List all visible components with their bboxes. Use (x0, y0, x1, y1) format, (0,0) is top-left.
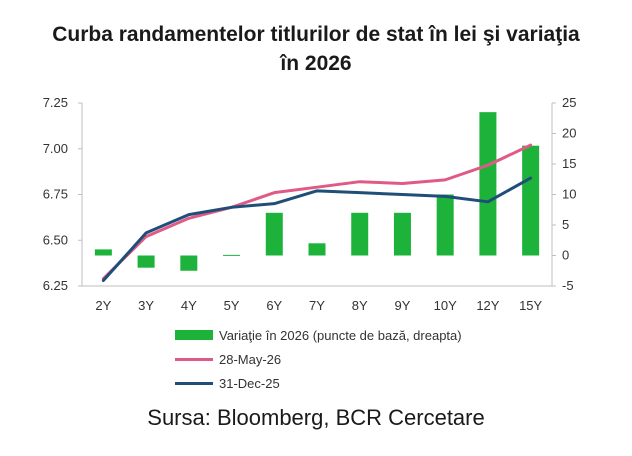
y-left-tick-label: 6.50 (43, 232, 68, 247)
legend-swatch-dec (175, 381, 213, 385)
bar-6Y (265, 212, 283, 256)
bar-series (94, 112, 540, 271)
x-tick-label: 2Y (95, 298, 111, 313)
line-31-dec-25 (101, 176, 533, 283)
x-tick-label: 4Y (181, 298, 197, 313)
tick-labels: 6.25 6.50 6.75 7.00 7.25 -5 0 5 10 15 20 25 2Y 3Y 4Y 5Y… (43, 95, 577, 313)
point-31-dec-25-15Y (529, 176, 532, 180)
x-tick-label: 6Y (266, 298, 282, 313)
point-28-may-26-10Y (443, 178, 447, 182)
point-28-may-26-8Y (358, 180, 361, 183)
point-31-dec-25-3Y (144, 231, 148, 235)
y-left-tick-label: 6.75 (43, 187, 68, 202)
x-tick-label: 10Y (434, 298, 457, 313)
legend-swatch-may (175, 357, 213, 361)
point-31-dec-25-7Y (315, 189, 319, 193)
y-right-tick-label: 0 (562, 248, 569, 263)
chart-title-line-1: Curba randamentelor titlurilor de stat î… (52, 23, 580, 46)
legend-label-dec: 31-Dec-25 (219, 375, 280, 391)
x-tick-label: 7Y (309, 298, 325, 313)
x-tick-label: 8Y (352, 298, 368, 313)
legend-label-may: 28-May-26 (219, 351, 282, 367)
point-28-may-26-15Y (529, 143, 532, 147)
chart-title-line-2: în 2026 (280, 52, 352, 75)
point-31-dec-25-4Y (187, 213, 191, 216)
point-31-dec-25-8Y (358, 191, 361, 194)
line-series (101, 143, 533, 283)
point-28-may-26-7Y (315, 185, 319, 189)
point-28-may-26-6Y (273, 191, 276, 194)
point-31-dec-25-10Y (443, 195, 447, 198)
point-31-dec-25-5Y (230, 206, 233, 209)
point-31-dec-25-9Y (401, 193, 404, 196)
chart-canvas: 6.25 6.50 6.75 7.00 7.25 -5 0 5 10 15 20 25 2Y 3Y 4Y 5Y… (43, 95, 577, 313)
bar-12Y (479, 112, 497, 256)
legend-item-may: 28-May-26 (175, 349, 495, 369)
point-31-dec-25-12Y (486, 200, 490, 204)
source-note: Sursa: Bloomberg, BCR Cercetare (147, 405, 485, 430)
legend-item-dec: 31-Dec-25 (175, 373, 495, 393)
y-right-tick-label: 15 (562, 156, 576, 171)
x-tick-label: 12Y (476, 298, 499, 313)
bar-7Y (308, 243, 326, 256)
line-28-may-26 (101, 143, 533, 281)
point-31-dec-25-6Y (273, 202, 276, 205)
y-left-tick-label: 7.00 (43, 141, 68, 156)
point-28-may-26-4Y (187, 217, 191, 220)
y-right-tick-label: 25 (562, 95, 576, 110)
bar-9Y (393, 212, 411, 256)
x-tick-label: 15Y (519, 298, 542, 313)
point-31-dec-25-2Y (102, 279, 105, 282)
y-right-tick-label: 20 (562, 126, 576, 141)
chart-title: Curba randamentelor titlurilor de stat î… (0, 20, 632, 78)
x-tick-label: 3Y (138, 298, 154, 313)
y-left-tick-label: 7.25 (43, 95, 68, 110)
point-28-may-26-3Y (144, 235, 148, 238)
x-tick-label: 5Y (224, 298, 240, 313)
x-tick-label: 9Y (395, 298, 411, 313)
bar-3Y (137, 255, 155, 268)
point-28-may-26-9Y (401, 182, 404, 185)
bar-2Y (94, 249, 112, 256)
bar-15Y (522, 145, 540, 256)
bar-5Y (223, 254, 241, 256)
y-right-tick-label: 5 (562, 217, 569, 232)
point-28-may-26-12Y (486, 164, 490, 167)
bar-8Y (351, 212, 369, 256)
legend-item-variation: Variaţie în 2026 (puncte de bază, dreapt… (175, 325, 495, 345)
bar-10Y (436, 194, 454, 256)
y-right-tick-label: 10 (562, 187, 576, 202)
y-right-tick-label: -5 (562, 278, 574, 293)
y-left-tick-label: 6.25 (43, 278, 68, 293)
legend-swatch-variation (175, 330, 213, 340)
bar-4Y (180, 255, 198, 271)
chart-axes (78, 102, 556, 287)
legend-label-variation: Variaţie în 2026 (puncte de bază, dreapt… (219, 327, 462, 343)
